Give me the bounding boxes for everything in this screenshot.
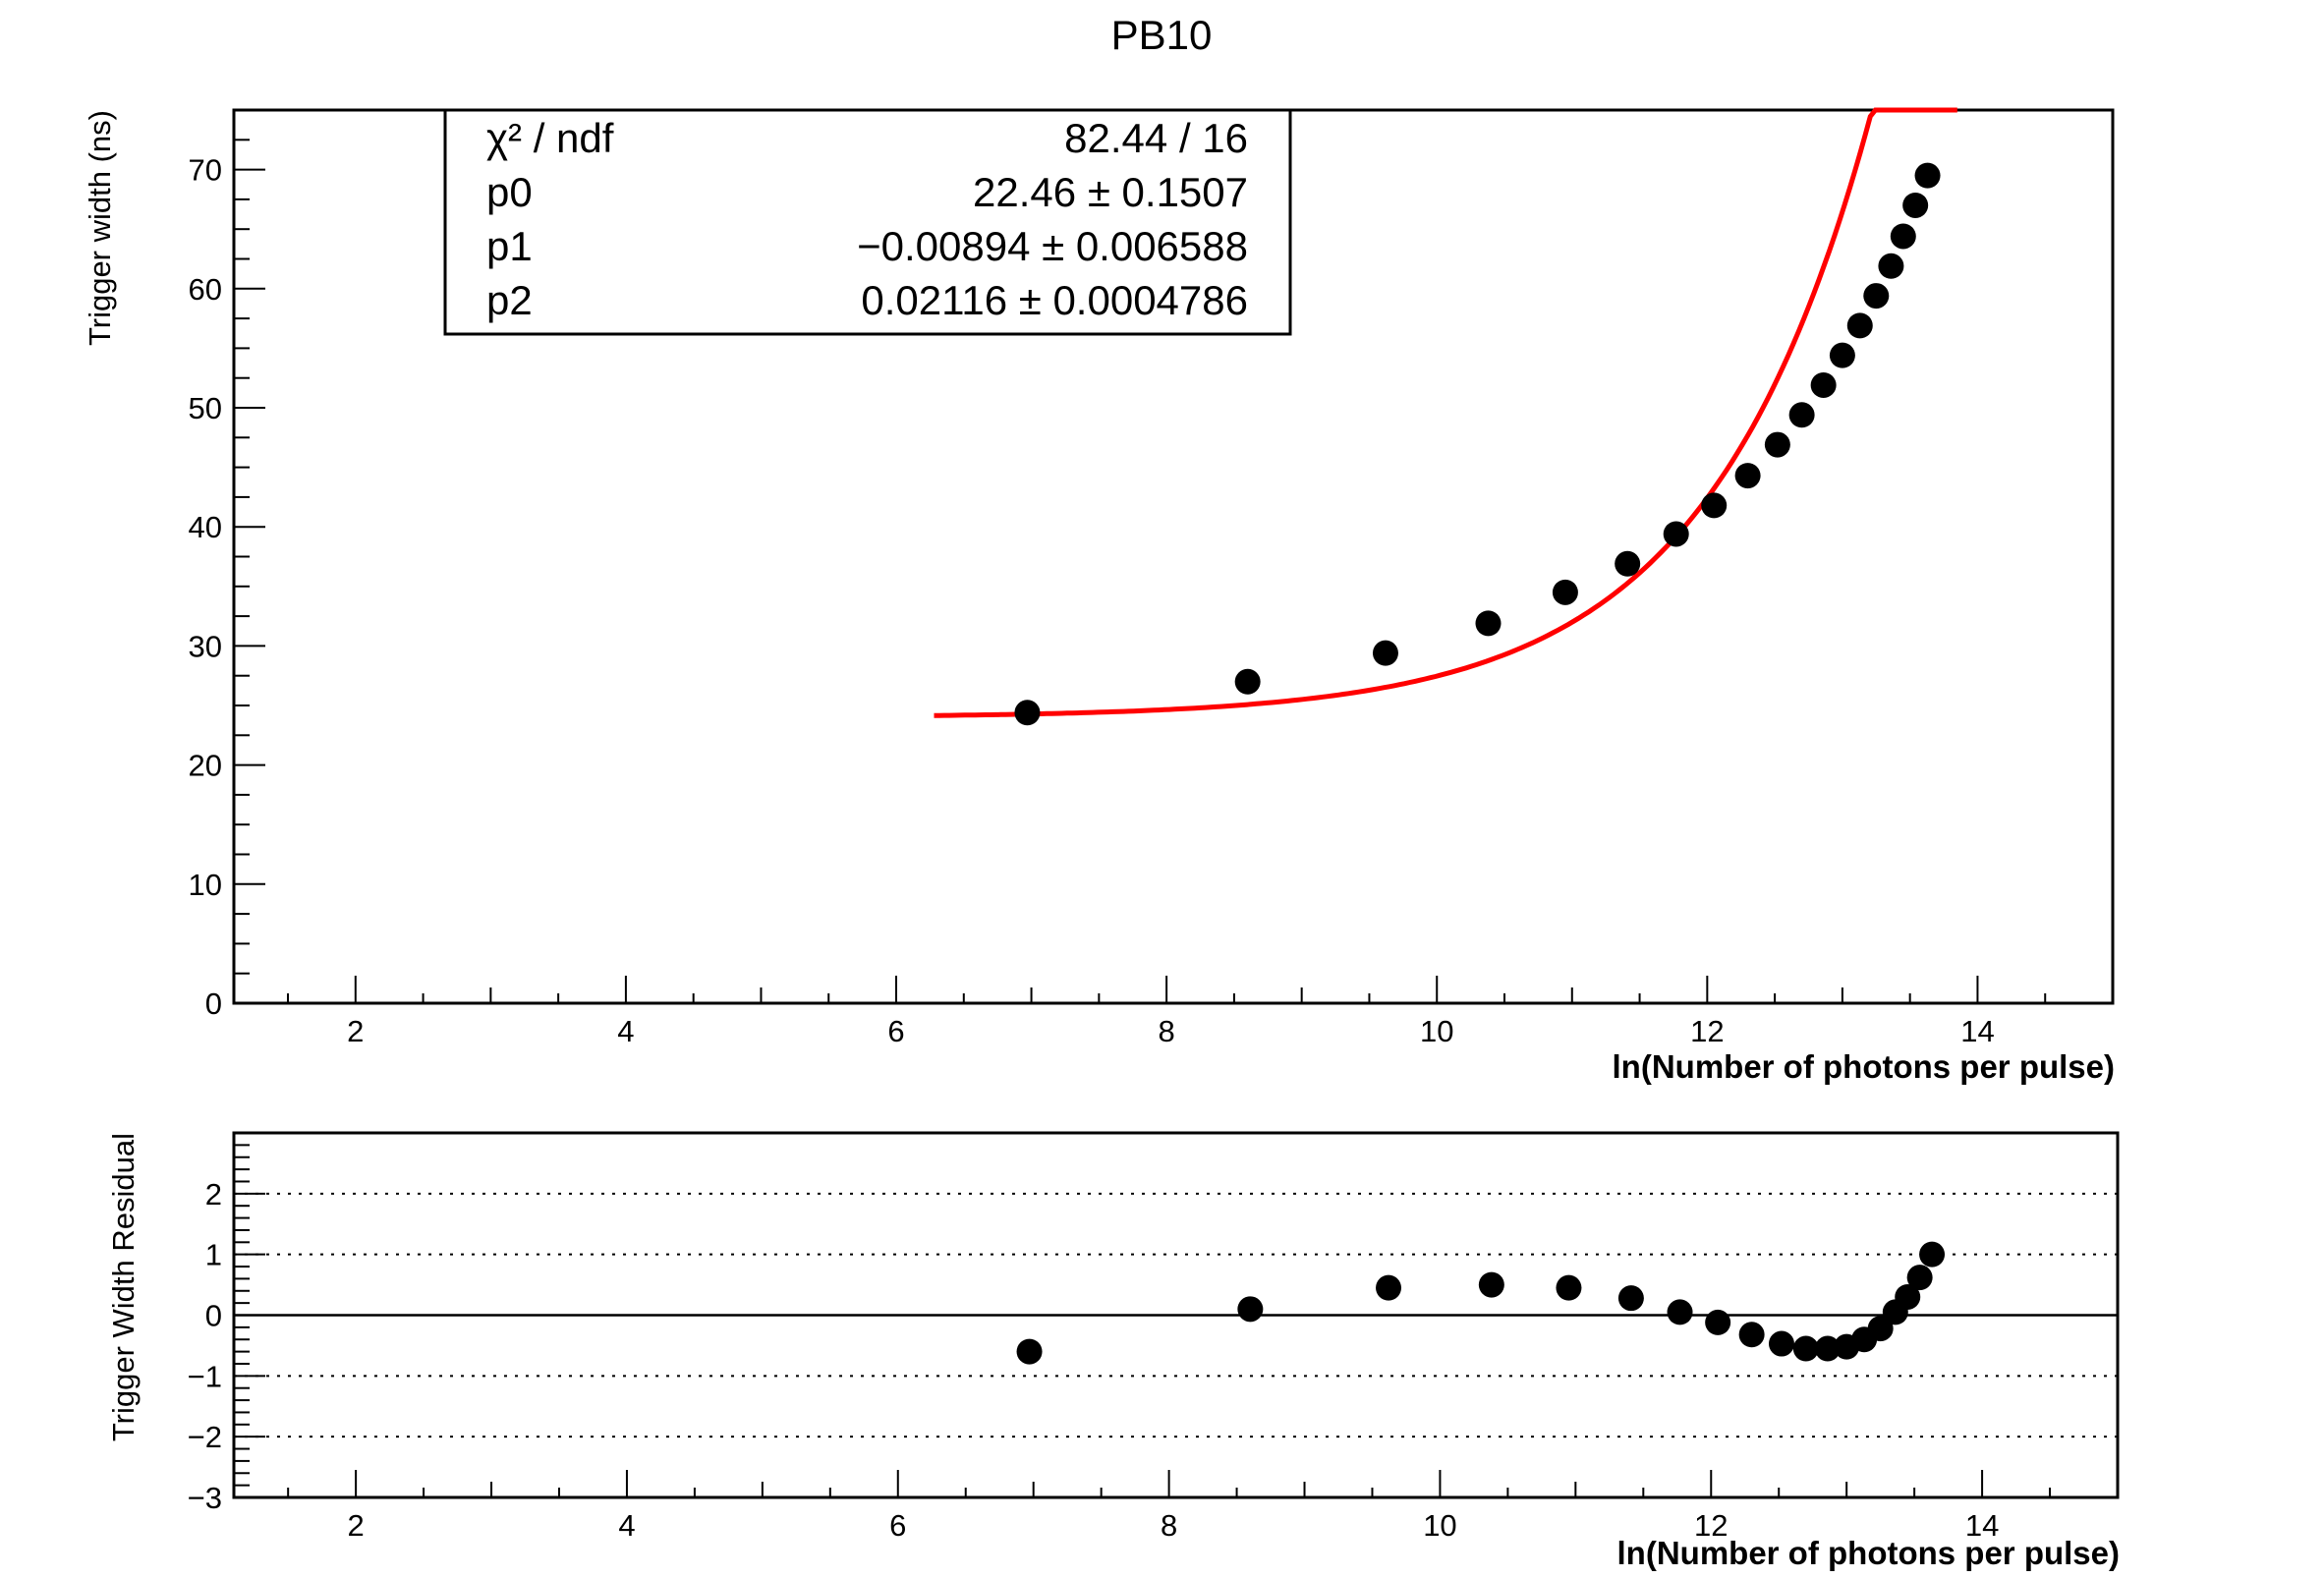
data-point (1902, 192, 1929, 218)
y-tick-label: 50 (189, 391, 222, 425)
data-point (1372, 640, 1398, 666)
data-point (1863, 283, 1890, 310)
y-tick-label: 70 (189, 153, 222, 188)
y-tick-label: 30 (189, 629, 222, 663)
fit-stats-label: p0 (486, 169, 533, 215)
x-tick-label: 6 (887, 1014, 904, 1048)
x-tick-label: 14 (1960, 1014, 1994, 1048)
data-point (1810, 371, 1837, 398)
fit-stats-value: 82.44 / 16 (1064, 115, 1248, 161)
data-point (1738, 1322, 1765, 1348)
fit-stats-value: 22.46 ± 0.1507 (973, 169, 1248, 215)
data-point (1914, 162, 1941, 189)
x-tick-label: 4 (617, 1014, 634, 1048)
y-axis-title: Trigger width (ns) (83, 110, 117, 346)
data-point (1878, 253, 1904, 279)
data-point (1764, 431, 1790, 458)
y-tick-label: 40 (189, 510, 222, 544)
data-point (1376, 1274, 1402, 1301)
data-point (1478, 1271, 1504, 1298)
chart-title: PB10 (1111, 12, 1213, 58)
data-point (1617, 1285, 1644, 1312)
y-tick-label: 10 (189, 868, 222, 902)
x-tick-label: 2 (347, 1508, 364, 1543)
data-point (1237, 1296, 1264, 1323)
x-tick-label: 4 (618, 1508, 635, 1543)
top-panel: 2 4 6 8 10 12 14 0 10 20 30 40 50 60 70 ln(Number of ph… (83, 107, 2115, 1085)
x-axis-title: ln(Number of photons per pulse) (1613, 1048, 2115, 1085)
x-tick-label: 12 (1690, 1014, 1724, 1048)
data-point (1556, 1274, 1582, 1301)
y-tick-label: 0 (205, 1299, 222, 1333)
data-point (1701, 492, 1728, 519)
fit-stats-value: 0.02116 ± 0.0004786 (861, 277, 1248, 323)
fit-stats-label: p1 (486, 223, 533, 269)
y-tick-label: −2 (188, 1420, 222, 1454)
y-tick-label: 20 (189, 749, 222, 783)
data-point (1705, 1309, 1731, 1335)
data-point (1895, 1283, 1921, 1310)
fit-stats-box (443, 108, 1292, 336)
x-tick-label: 10 (1420, 1014, 1453, 1048)
data-point (1846, 312, 1873, 339)
x-axis-title: ln(Number of photons per pulse) (1617, 1535, 2120, 1571)
y-tick-label: 60 (189, 272, 222, 307)
y-tick-label: 1 (205, 1238, 222, 1272)
data-point (1814, 1335, 1841, 1362)
data-point (1919, 1241, 1946, 1268)
fit-curve (934, 107, 1957, 718)
x-tick-label: 6 (889, 1508, 906, 1543)
data-point (1734, 463, 1761, 489)
data-point (1667, 1299, 1693, 1325)
fit-stats-label: p2 (486, 277, 533, 323)
data-point (1890, 223, 1916, 250)
x-tick-label: 14 (1965, 1508, 1999, 1543)
x-tick-label: 10 (1423, 1508, 1456, 1543)
y-tick-label: −1 (188, 1359, 222, 1393)
data-point (1016, 1338, 1043, 1365)
x-tick-label: 8 (1161, 1508, 1177, 1543)
y-tick-label: 0 (205, 986, 222, 1021)
fit-stats-value: −0.00894 ± 0.006588 (857, 223, 1248, 269)
data-point (1663, 521, 1689, 547)
y-tick-label: 2 (205, 1177, 222, 1212)
data-point (1552, 579, 1578, 605)
data-point (1788, 402, 1815, 428)
y-tick-label: −3 (188, 1481, 222, 1515)
x-tick-label: 8 (1158, 1014, 1174, 1048)
data-point (1829, 342, 1855, 368)
x-tick-label: 12 (1694, 1508, 1728, 1543)
y-axis-title: Trigger Width Residual (106, 1133, 141, 1441)
x-tick-label: 2 (347, 1014, 364, 1048)
data-point (1768, 1330, 1794, 1357)
fit-stats-label: χ² / ndf (486, 115, 614, 161)
data-point (1014, 700, 1041, 726)
data-point (1475, 610, 1502, 637)
data-point (1867, 1316, 1894, 1342)
data-point (1615, 550, 1641, 577)
data-point (1792, 1335, 1819, 1362)
data-point (1234, 668, 1261, 695)
data-point (1906, 1265, 1933, 1291)
